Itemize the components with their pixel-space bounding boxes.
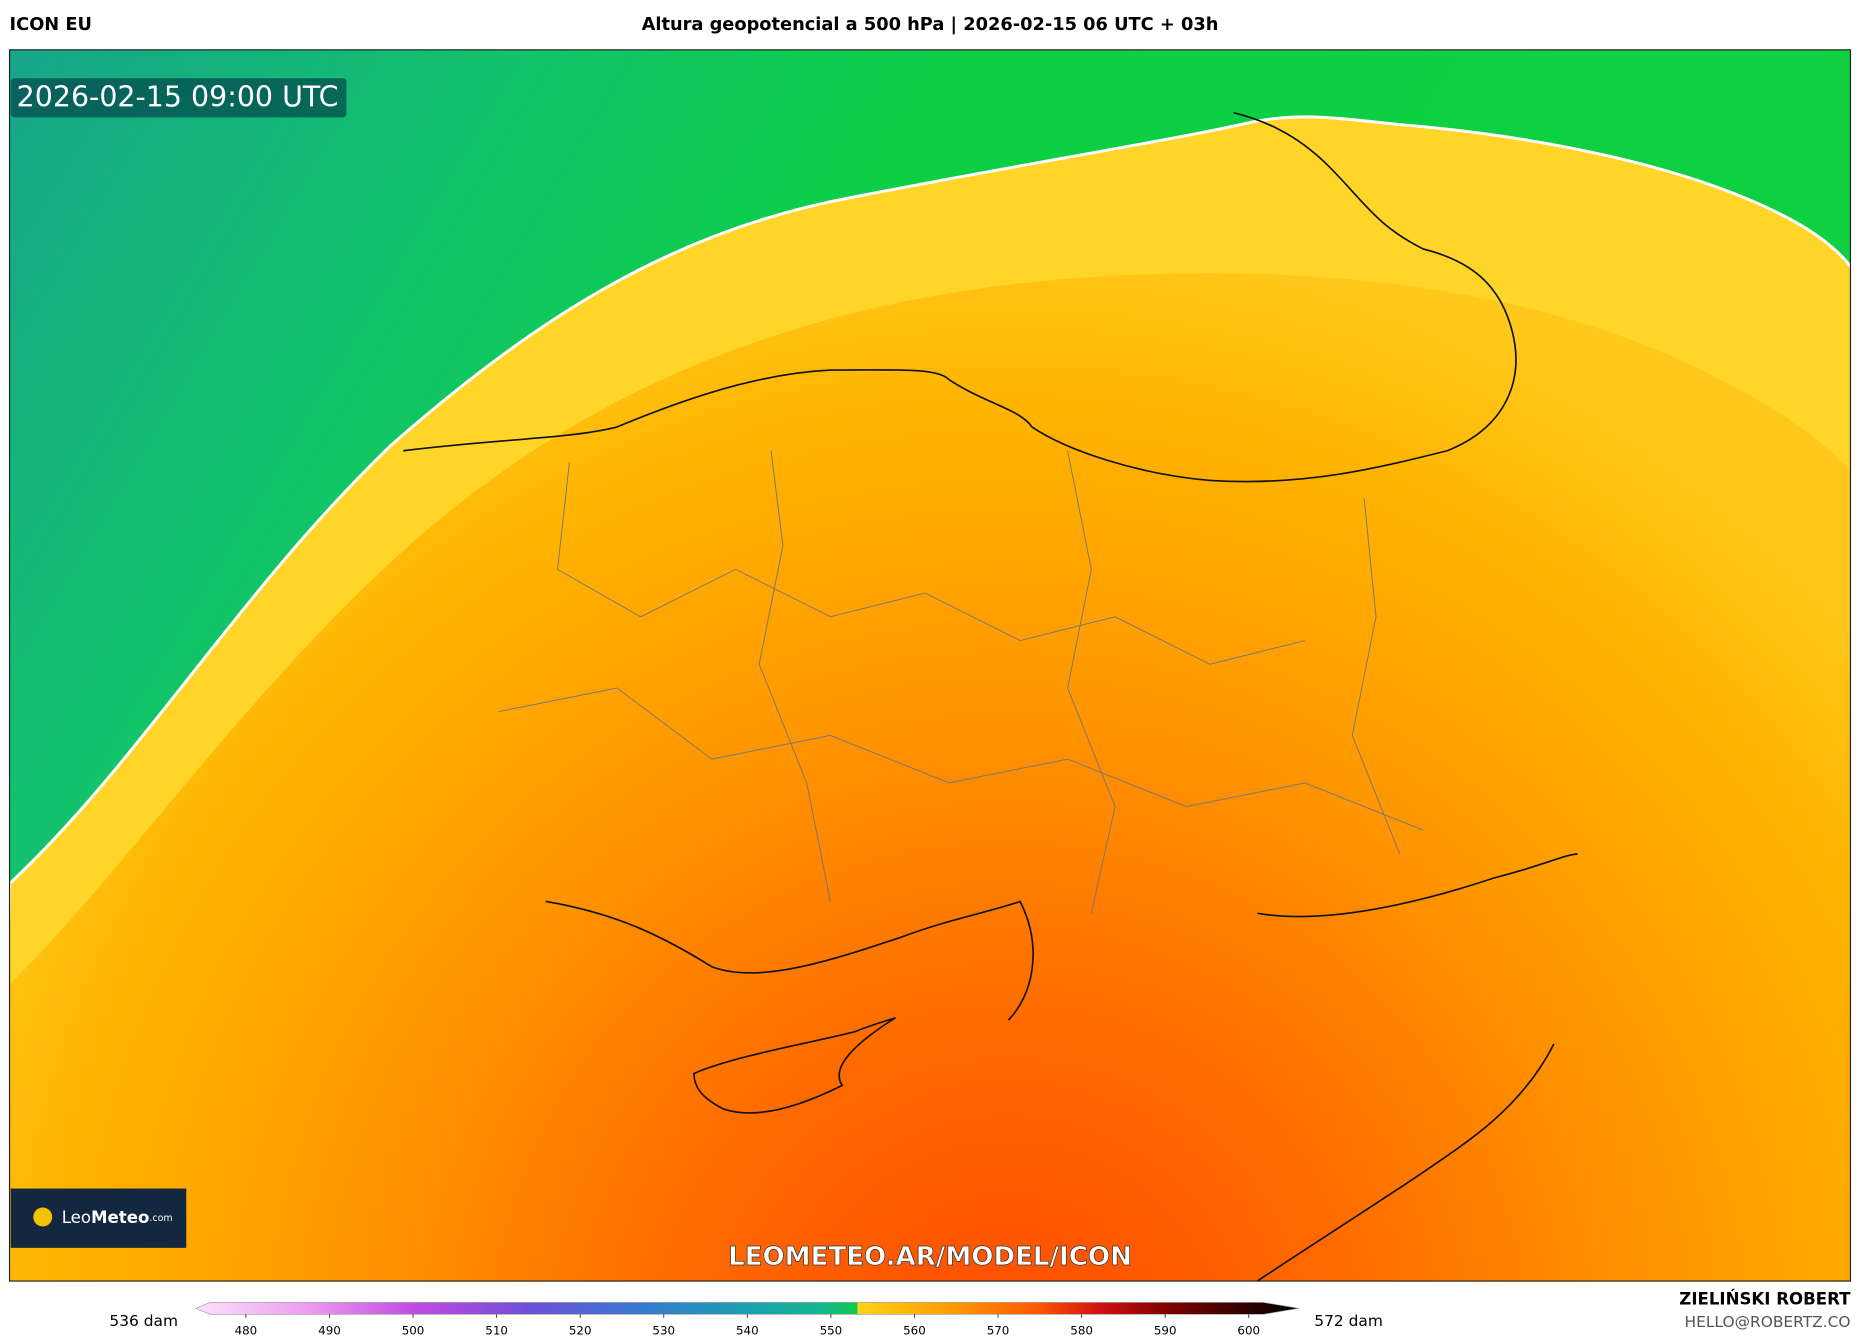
colorbar-tick-label: 550 — [820, 1323, 843, 1337]
high-field — [9, 273, 1851, 1282]
colorbar-tick-label: 570 — [987, 1323, 1010, 1337]
valid-time: 2026-02-15 09:00 UTC — [17, 80, 339, 113]
colorbar-tick-label: 530 — [652, 1323, 675, 1337]
map — [9, 49, 1851, 1282]
colorbar-min: 536 dam — [109, 1312, 178, 1330]
colorbar-scale — [194, 1302, 1299, 1315]
contact: HELLO@ROBERTZ.CO — [1685, 1313, 1851, 1331]
colorbar: 536 dam 572 dam 480 490 500 510 520 530 540 550… — [109, 1302, 1383, 1337]
map-title: Altura geopotencial a 500 hPa | 2026-02-… — [642, 14, 1219, 35]
logo-suffix: .com — [149, 1213, 172, 1224]
logo-sun — [33, 1207, 53, 1227]
colorbar-tick-label: 490 — [318, 1323, 341, 1337]
colorbar-tick-label: 520 — [569, 1323, 592, 1337]
colorbar-tick-label: 580 — [1070, 1323, 1093, 1337]
logo: LeoMeteo.com — [62, 1208, 173, 1227]
colorbar-tick-label: 590 — [1154, 1323, 1177, 1337]
borders — [498, 450, 1424, 914]
colorbar-tick-label: 540 — [736, 1323, 759, 1337]
map-frame — [8, 49, 1852, 1282]
colorbar-tick-label: 500 — [402, 1323, 425, 1337]
colorbar-tick-label: 480 — [235, 1323, 258, 1337]
colorbar-tick-label: 560 — [903, 1323, 926, 1337]
colorbar-tick-label: 600 — [1237, 1323, 1260, 1337]
logo-brand: Meteo — [91, 1208, 149, 1227]
watermark: LEOMETEO.AR/MODEL/ICON — [728, 1242, 1132, 1272]
model-name: ICON EU — [10, 14, 92, 35]
coastlines — [403, 111, 1578, 1282]
logo-name: Leo — [62, 1208, 91, 1227]
author: ZIELIŃSKI ROBERT — [1679, 1290, 1851, 1309]
time-badge — [10, 78, 347, 118]
colorbar-tick-label: 510 — [485, 1323, 508, 1337]
colorbar-max: 572 dam — [1314, 1312, 1383, 1330]
